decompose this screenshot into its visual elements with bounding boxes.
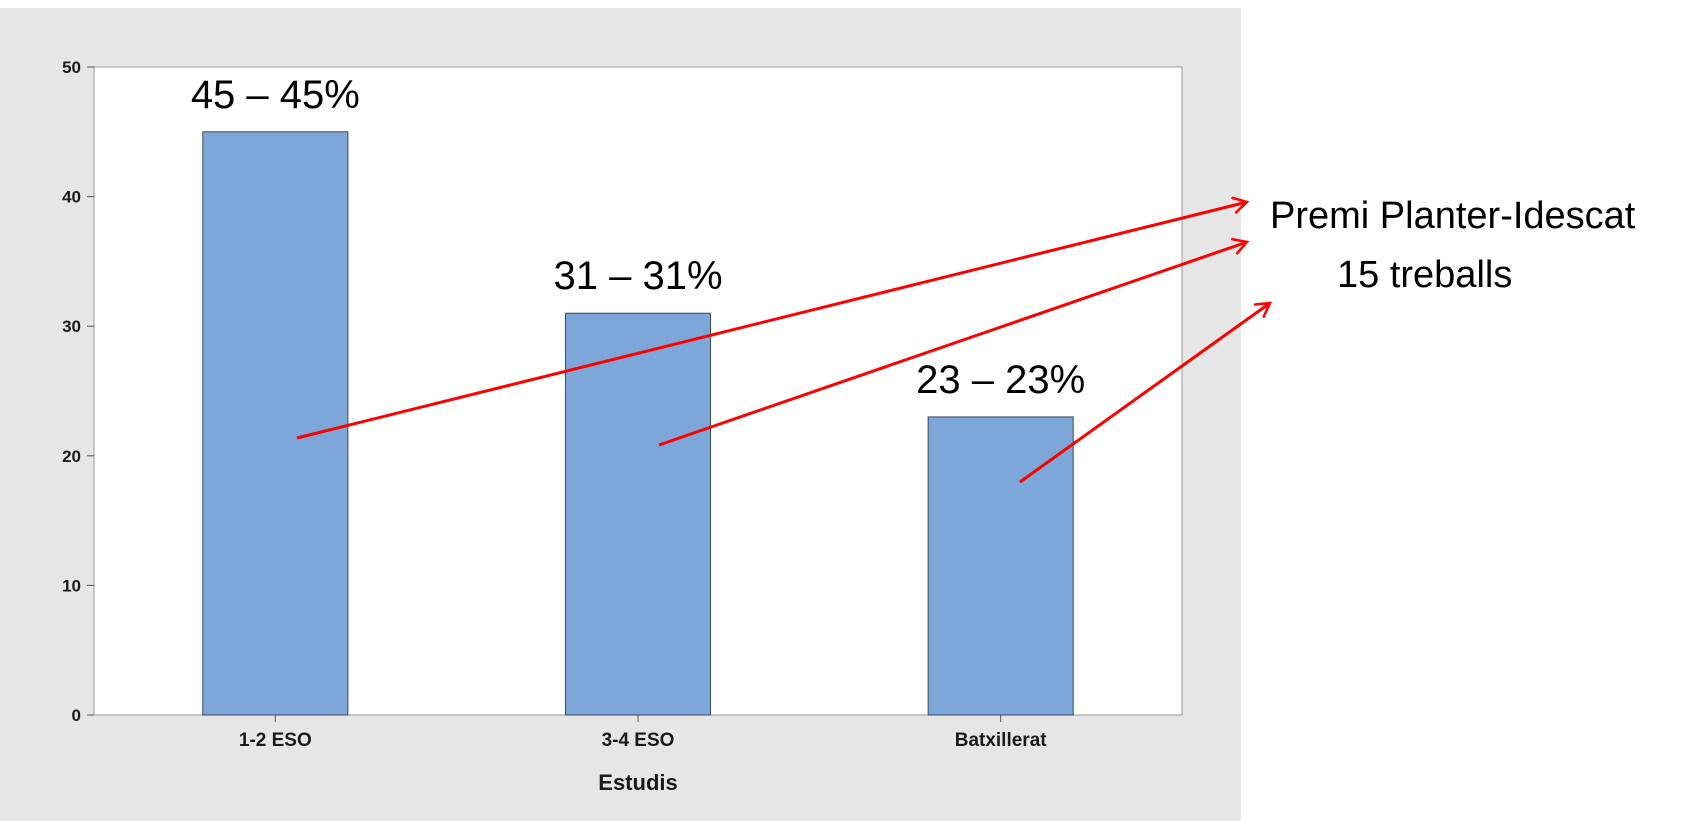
bar-1	[202, 131, 349, 716]
y-tick-label: 0	[72, 706, 81, 725]
arrow-from-bar-2	[658, 242, 1247, 447]
annotation-line-1: Premi Planter-Idescat	[1270, 195, 1636, 237]
arrow-from-bar-3	[1019, 303, 1270, 484]
data-labels: 45 – 45% 31 – 31% 23 – 23%	[191, 73, 1085, 402]
y-tick-label: 50	[62, 58, 81, 77]
y-axis: 0 10 20 30 40 50	[62, 58, 94, 725]
x-tick-label: Batxillerat	[955, 730, 1048, 751]
y-tick-label: 20	[62, 447, 81, 466]
bar-3	[927, 416, 1074, 716]
y-tick-label: 40	[62, 188, 81, 207]
arrow-from-bar-1	[296, 202, 1247, 440]
x-tick-label: 1-2 ESO	[239, 730, 312, 751]
y-tick-label: 10	[62, 576, 81, 595]
data-label: 31 – 31%	[553, 254, 722, 298]
y-tick-label: 30	[62, 317, 81, 336]
bar-2	[564, 312, 712, 716]
annotation-arrows	[296, 202, 1270, 484]
bars	[202, 131, 1074, 716]
x-axis: 1-2 ESO 3-4 ESO Batxillerat	[239, 715, 1047, 751]
annotation-line-2: 15 treballs	[1337, 254, 1512, 296]
x-tick-label: 3-4 ESO	[602, 730, 675, 751]
x-axis-title: Estudis	[598, 770, 677, 795]
data-label: 23 – 23%	[916, 358, 1085, 402]
data-label: 45 – 45%	[191, 73, 360, 117]
